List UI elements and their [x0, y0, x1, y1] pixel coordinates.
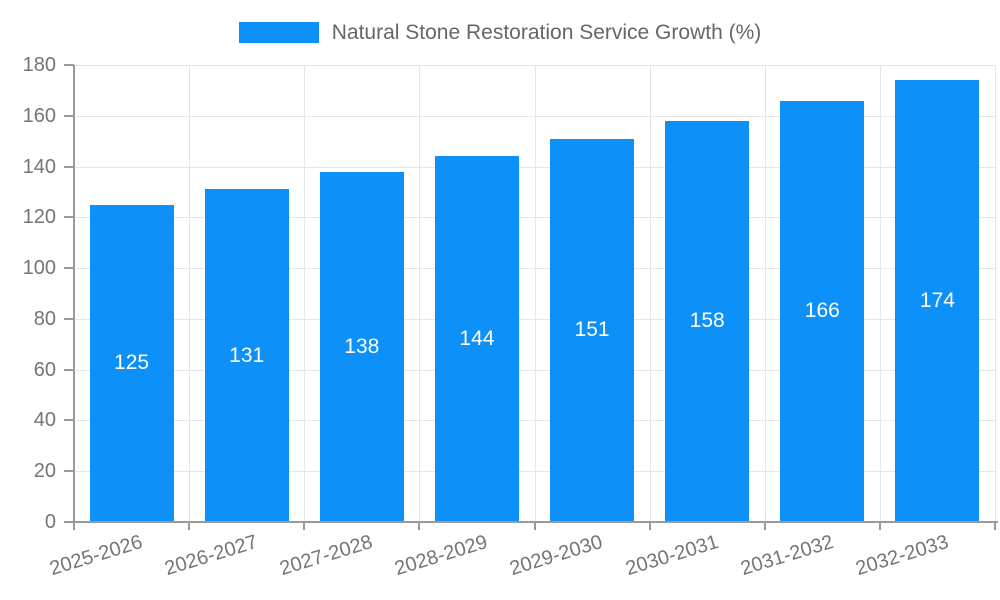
- x-tick-mark: [994, 522, 996, 530]
- x-tick-mark: [418, 522, 421, 530]
- v-gridline: [995, 65, 996, 522]
- bar-value-label: 151: [574, 318, 610, 342]
- bar-2028-2029: [434, 156, 519, 522]
- y-tick-label: 40: [33, 409, 56, 432]
- bar-2026-2027: [204, 189, 289, 522]
- legend-item[interactable]: Natural Stone Restoration Service Growth…: [0, 21, 1000, 44]
- v-gridline: [879, 65, 881, 522]
- y-tick-mark: [64, 114, 74, 117]
- y-tick-label: 180: [22, 54, 56, 76]
- v-gridline: [649, 65, 651, 522]
- bar-value-label: 174: [919, 289, 955, 313]
- y-tick-label: 0: [44, 511, 56, 533]
- v-gridline: [419, 65, 421, 522]
- x-tick-mark: [533, 522, 536, 530]
- bar-value-label: 144: [459, 327, 495, 351]
- y-tick-mark: [64, 317, 74, 320]
- bar-value-label: 131: [229, 343, 265, 367]
- x-tick-mark: [188, 522, 191, 530]
- y-tick-label: 140: [22, 155, 56, 178]
- bar-2030-2031: [665, 120, 750, 522]
- y-tick-mark: [64, 470, 74, 473]
- y-tick-label: 160: [22, 104, 56, 127]
- x-tick-mark: [73, 522, 75, 530]
- y-tick-label: 80: [33, 307, 56, 330]
- y-tick-mark: [64, 64, 74, 66]
- bar-value-label: 166: [804, 299, 840, 323]
- bar-value-label: 158: [689, 309, 725, 333]
- bar-value-label: 125: [114, 351, 150, 375]
- x-tick-label: 2031-2032: [737, 531, 836, 581]
- x-tick-label: 2032-2033: [852, 531, 951, 581]
- v-gridline: [189, 65, 191, 522]
- y-tick-label: 60: [33, 358, 56, 381]
- y-tick-mark: [64, 267, 74, 270]
- x-tick-label: 2028-2029: [392, 531, 491, 581]
- y-tick-mark: [64, 521, 74, 523]
- bar-2027-2028: [319, 171, 404, 522]
- bar-value-label: 138: [344, 334, 380, 358]
- x-tick-label: 2027-2028: [277, 531, 376, 581]
- y-tick-mark: [64, 419, 74, 422]
- v-gridline: [304, 65, 306, 522]
- x-axis-line: [74, 521, 998, 523]
- bar-2031-2032: [780, 100, 865, 522]
- legend-swatch: [238, 22, 319, 43]
- bar-2025-2026: [89, 204, 174, 522]
- y-tick-label: 120: [22, 206, 56, 229]
- y-tick-mark: [64, 368, 74, 371]
- x-tick-label: 2026-2027: [162, 531, 261, 581]
- bar-2032-2033: [895, 80, 980, 522]
- y-tick-label: 100: [22, 257, 56, 280]
- y-tick-label: 20: [33, 460, 56, 483]
- bar-2029-2030: [550, 138, 635, 522]
- x-tick-label: 2025-2026: [47, 531, 145, 581]
- v-gridline: [764, 65, 766, 522]
- y-tick-mark: [64, 216, 74, 219]
- y-axis-line: [73, 65, 75, 522]
- v-gridline: [534, 65, 536, 522]
- x-tick-mark: [303, 522, 306, 530]
- x-tick-mark: [878, 522, 881, 530]
- x-tick-label: 2030-2031: [622, 531, 721, 581]
- x-tick-mark: [648, 522, 651, 530]
- legend-label: Natural Stone Restoration Service Growth…: [331, 21, 762, 44]
- x-tick-mark: [763, 522, 766, 530]
- y-tick-mark: [64, 165, 74, 168]
- x-tick-label: 2029-2030: [507, 531, 606, 581]
